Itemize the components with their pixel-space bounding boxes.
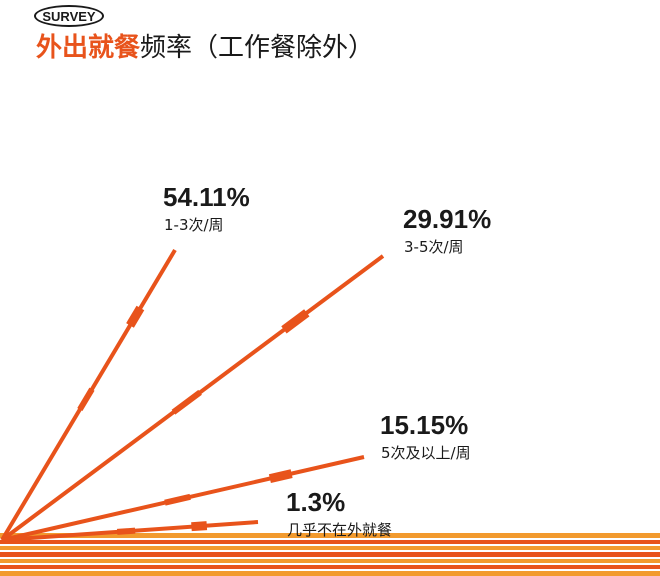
floor-stripe (0, 571, 660, 576)
floor-stripe (0, 565, 660, 569)
category-label-2: 3-5次/周 (404, 238, 464, 256)
ray-3-accent (268, 469, 293, 483)
value-label-4: 1.3% (286, 487, 346, 517)
ray-4-accent (116, 527, 136, 535)
floor-stripes (0, 533, 660, 576)
category-label-3: 5次及以上/周 (381, 444, 471, 462)
floor-stripe (0, 540, 660, 544)
floor-stripe (0, 559, 660, 563)
category-label-4: 几乎不在外就餐 (287, 521, 393, 539)
survey-badge: SURVEY (34, 5, 104, 27)
title-rest: 频率（工作餐除外） (140, 33, 375, 63)
category-label-1: 1-3次/周 (164, 216, 224, 234)
title-highlight: 外出就餐 (36, 33, 141, 63)
ray-4-accent (191, 521, 208, 532)
value-label-2: 29.91% (403, 204, 492, 234)
rays-group (0, 248, 385, 542)
ray-1-accent (126, 305, 145, 328)
floor-stripe (0, 533, 660, 538)
floor-stripe (0, 546, 660, 550)
value-label-3: 15.15% (380, 410, 469, 440)
ray-2-accent (171, 389, 202, 415)
ray-3-accent (164, 493, 191, 506)
ray-2-accent (281, 309, 310, 334)
page-title: 外出就餐频率（工作餐除外） (36, 30, 374, 66)
value-label-1: 54.11% (163, 182, 250, 212)
floor-stripe (0, 552, 660, 557)
ray-1-accent (77, 387, 95, 412)
